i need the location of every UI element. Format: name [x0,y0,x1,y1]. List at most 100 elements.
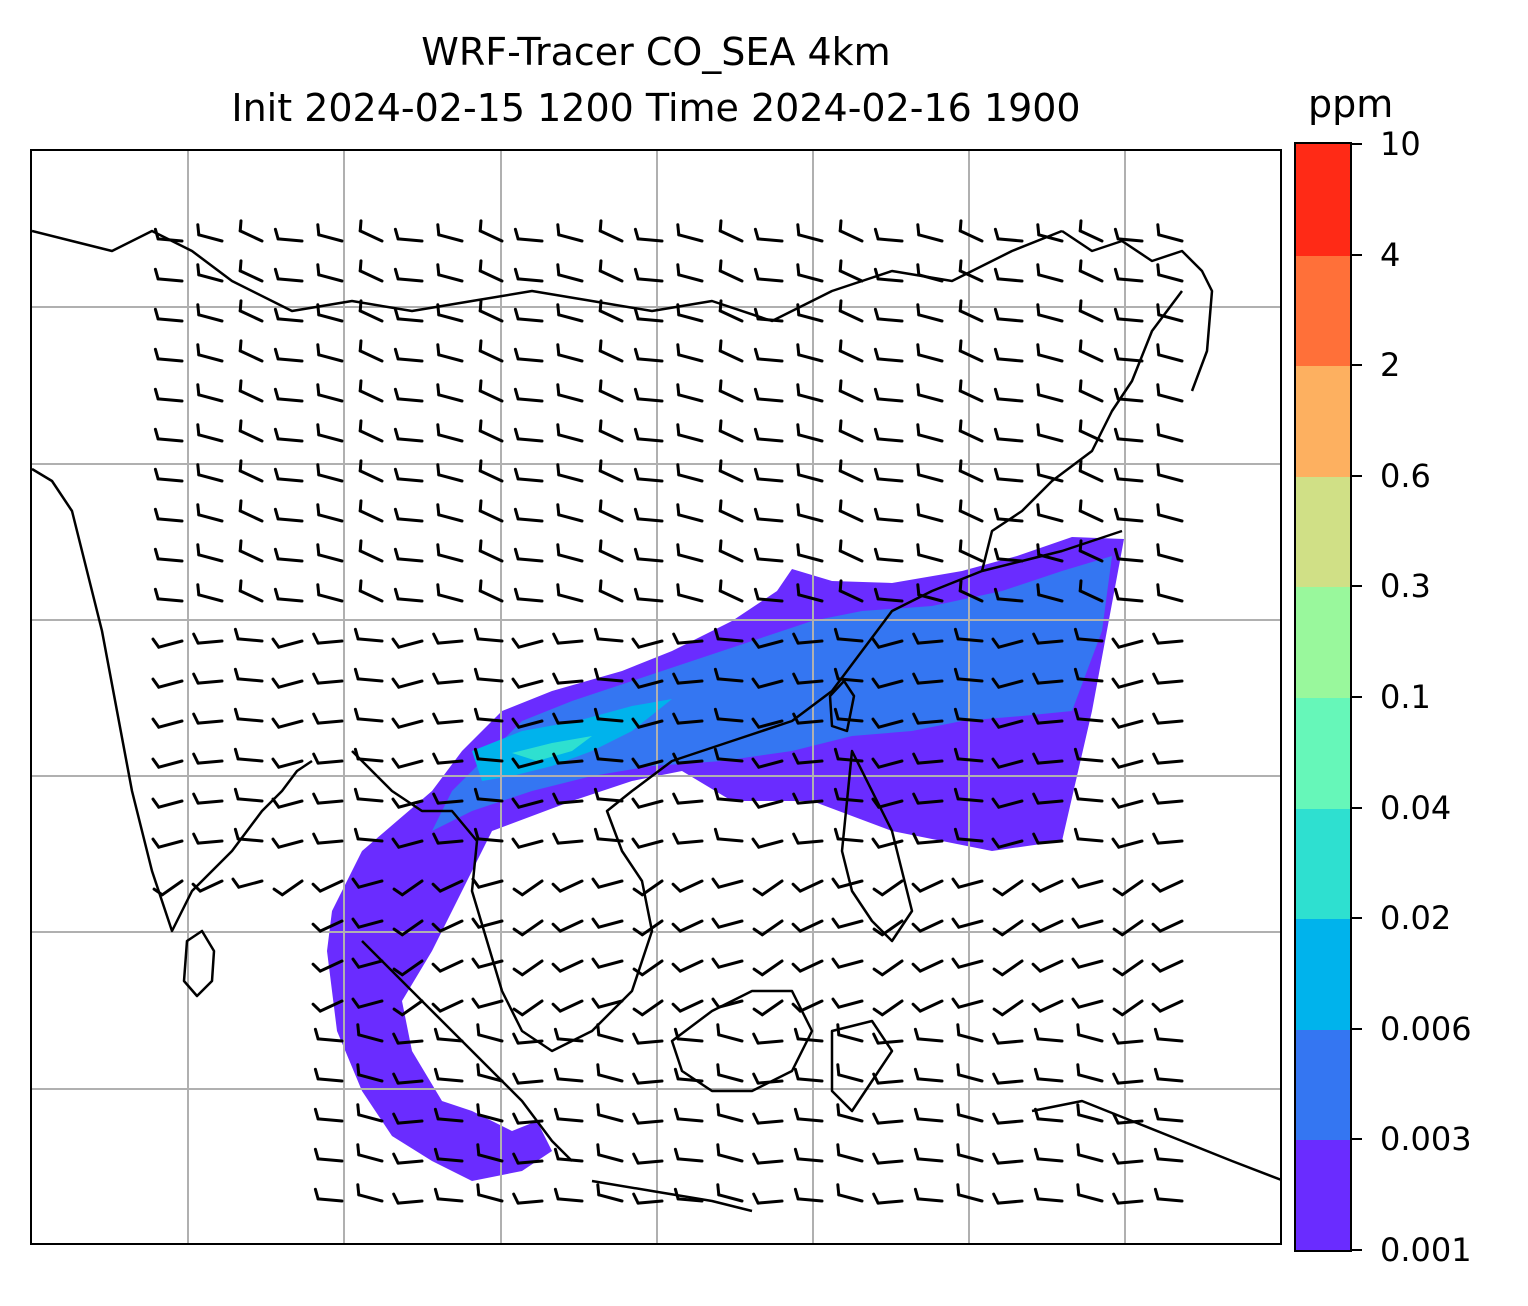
wind-barb [876,357,904,363]
colorbar-tick [1352,1027,1362,1030]
wind-barb [1078,469,1104,483]
wind-barb-flag [911,922,922,933]
wind-barb [478,229,504,243]
wind-barb-flag [911,962,922,973]
wind-barb [880,999,904,1017]
wind-barb-flag [631,717,641,729]
wind-barb-flag [238,379,243,393]
wind-barb [358,269,384,283]
wind-barb-flag [598,219,603,233]
wind-barb-flag [673,1027,680,1041]
wind-barb [276,397,304,403]
wind-barb-flag [192,632,200,645]
wind-barb [396,597,424,603]
wind-barb [558,959,584,973]
wind-barb-flag [512,1072,520,1085]
wind-barb [1158,999,1184,1013]
wind-barb-flag [551,1002,562,1013]
wind-barb-flag [273,307,280,321]
wind-barb-flag [716,1103,721,1117]
wind-barb [676,719,704,725]
wind-barb [876,277,904,283]
wind-barb-flag [238,459,243,473]
wind-barb [1037,273,1064,283]
wind-barb [478,589,504,603]
wind-barb-flag [838,339,843,353]
wind-barb [757,799,784,809]
wind-barb [876,237,904,243]
wind-barb [1156,639,1184,645]
wind-barb [837,1193,864,1203]
wind-barb-flag [713,827,720,841]
wind-barb-flag [872,887,884,897]
wind-barb [996,1119,1024,1125]
wind-barb-flag [632,1007,644,1017]
wind-barb [958,429,984,443]
wind-barb [916,1077,944,1083]
wind-barb-flag [316,383,321,397]
wind-barb-flag [873,267,880,281]
wind-barb-flag [672,632,680,645]
wind-barb [916,639,944,645]
wind-barb [238,509,264,523]
wind-barb [356,797,384,803]
wind-barb [996,1199,1024,1205]
wind-barb-flag [511,837,521,849]
wind-barb [956,757,984,763]
wind-barb-flag [271,677,281,689]
wind-barb [238,589,264,603]
wind-barb-flag [476,1183,481,1197]
wind-barb [396,277,424,283]
wind-barb-flag [913,1147,920,1161]
wind-barb-flag [873,467,880,481]
wind-barb-flag [1078,499,1083,513]
wind-barb-flag [913,1067,920,1081]
wind-barb-flag [273,387,280,401]
wind-barb [997,759,1024,769]
wind-barb [880,879,904,897]
wind-barb-flag [153,547,160,561]
wind-barb-flag [436,543,441,557]
wind-barb [1077,1113,1104,1123]
wind-barb-flag [432,752,440,765]
wind-barb [358,389,384,403]
wind-barb [958,229,984,243]
wind-barb-flag [271,797,281,809]
wind-barb-flag [676,503,681,517]
wind-barb [1036,759,1064,765]
wind-barb-flag [196,503,201,517]
wind-barb [717,1153,744,1163]
wind-barb [556,1197,584,1203]
wind-barb-flag [271,837,281,849]
wind-barb [838,429,864,443]
wind-barb [676,639,704,645]
wind-barb-flag [196,343,201,357]
wind-barb [196,719,224,725]
wind-barb-flag [1113,227,1120,241]
gridlines [32,151,1280,1243]
wind-barb [196,679,224,685]
wind-barb-flag [196,583,201,597]
wind-barb [197,313,224,323]
wind-barb-flag [1078,579,1083,593]
wind-barb [557,273,584,283]
wind-barb-flag [716,1023,721,1037]
wind-barb-flag [598,259,603,273]
wind-barb-flag [273,227,280,241]
wind-barb [1077,919,1104,929]
wind-barb-flag [512,1112,520,1125]
wind-barb-flag [393,427,400,441]
wind-barb [756,477,784,483]
wind-barb [876,1039,904,1045]
wind-barb-flag [358,339,363,353]
wind-barb-flag [358,379,363,393]
wind-barb [517,799,544,809]
wind-barb [516,437,544,443]
wind-barb-flag [1078,219,1083,233]
wind-barb [958,469,984,483]
wind-barb [520,959,544,977]
wind-barb-flag [196,263,201,277]
wind-barb-flag [718,419,723,433]
wind-barb-flag [713,707,720,721]
colorbar-tick [1352,364,1362,367]
